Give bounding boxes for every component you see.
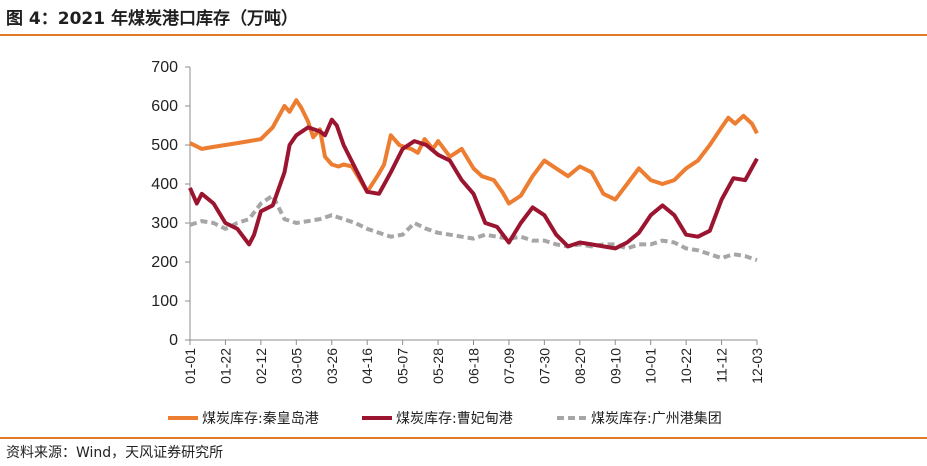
x-tick-label: 03-05	[288, 348, 304, 384]
source-note: 资料来源：Wind，天风证券研究所	[6, 445, 224, 461]
x-tick-label: 05-07	[395, 348, 411, 384]
x-tick-label: 11-12	[714, 348, 730, 383]
y-tick-label: 0	[169, 332, 178, 349]
y-axis: 0 100 200 300 400 500 600 700	[151, 59, 191, 349]
y-tick-label: 100	[151, 293, 178, 310]
x-tick-label: 01-22	[217, 348, 233, 384]
title-divider	[0, 34, 927, 36]
source-divider	[0, 437, 927, 439]
x-tick-label: 07-09	[501, 348, 517, 384]
series-line-1	[188, 117, 759, 251]
legend-label-0: 煤炭库存:秦皇岛港	[202, 411, 319, 427]
legend: 煤炭库存:秦皇岛港 煤炭库存:曹妃甸港 煤炭库存:广州港集团	[168, 410, 722, 427]
x-tick-label: 03-26	[324, 348, 340, 384]
series-layer	[188, 98, 759, 262]
x-tick-label: 10-22	[678, 348, 694, 384]
x-tick-label: 12-03	[749, 348, 765, 384]
x-tick-label: 06-18	[466, 348, 482, 384]
x-tick-label: 04-16	[359, 348, 375, 384]
legend-label-2: 煤炭库存:广州港集团	[591, 410, 722, 427]
y-tick-label: 500	[151, 137, 178, 154]
y-tick-label: 200	[151, 254, 178, 271]
legend-label-1: 煤炭库存:曹妃甸港	[396, 411, 513, 427]
x-tick-label: 01-01	[182, 348, 198, 384]
series-line-0	[189, 98, 759, 206]
x-tick-label: 09-10	[607, 348, 623, 384]
x-tick-label: 10-01	[643, 348, 659, 384]
y-tick-label: 400	[151, 176, 178, 193]
y-tick-label: 600	[151, 98, 178, 115]
x-tick-label: 08-20	[572, 348, 588, 384]
y-tick-label: 300	[151, 215, 178, 232]
x-tick-label: 02-12	[253, 348, 269, 384]
x-tick-label: 05-28	[430, 348, 446, 384]
x-axis: 01-01 01-22 02-12 03-05 03-26 04-16 05-07 05-28…	[182, 339, 765, 384]
x-tick-label: 07-30	[536, 348, 552, 384]
series-line-2	[189, 193, 758, 262]
y-tick-label: 700	[151, 59, 178, 76]
figure-title: 图 4：2021 年煤炭港口库存（万吨）	[6, 9, 298, 29]
